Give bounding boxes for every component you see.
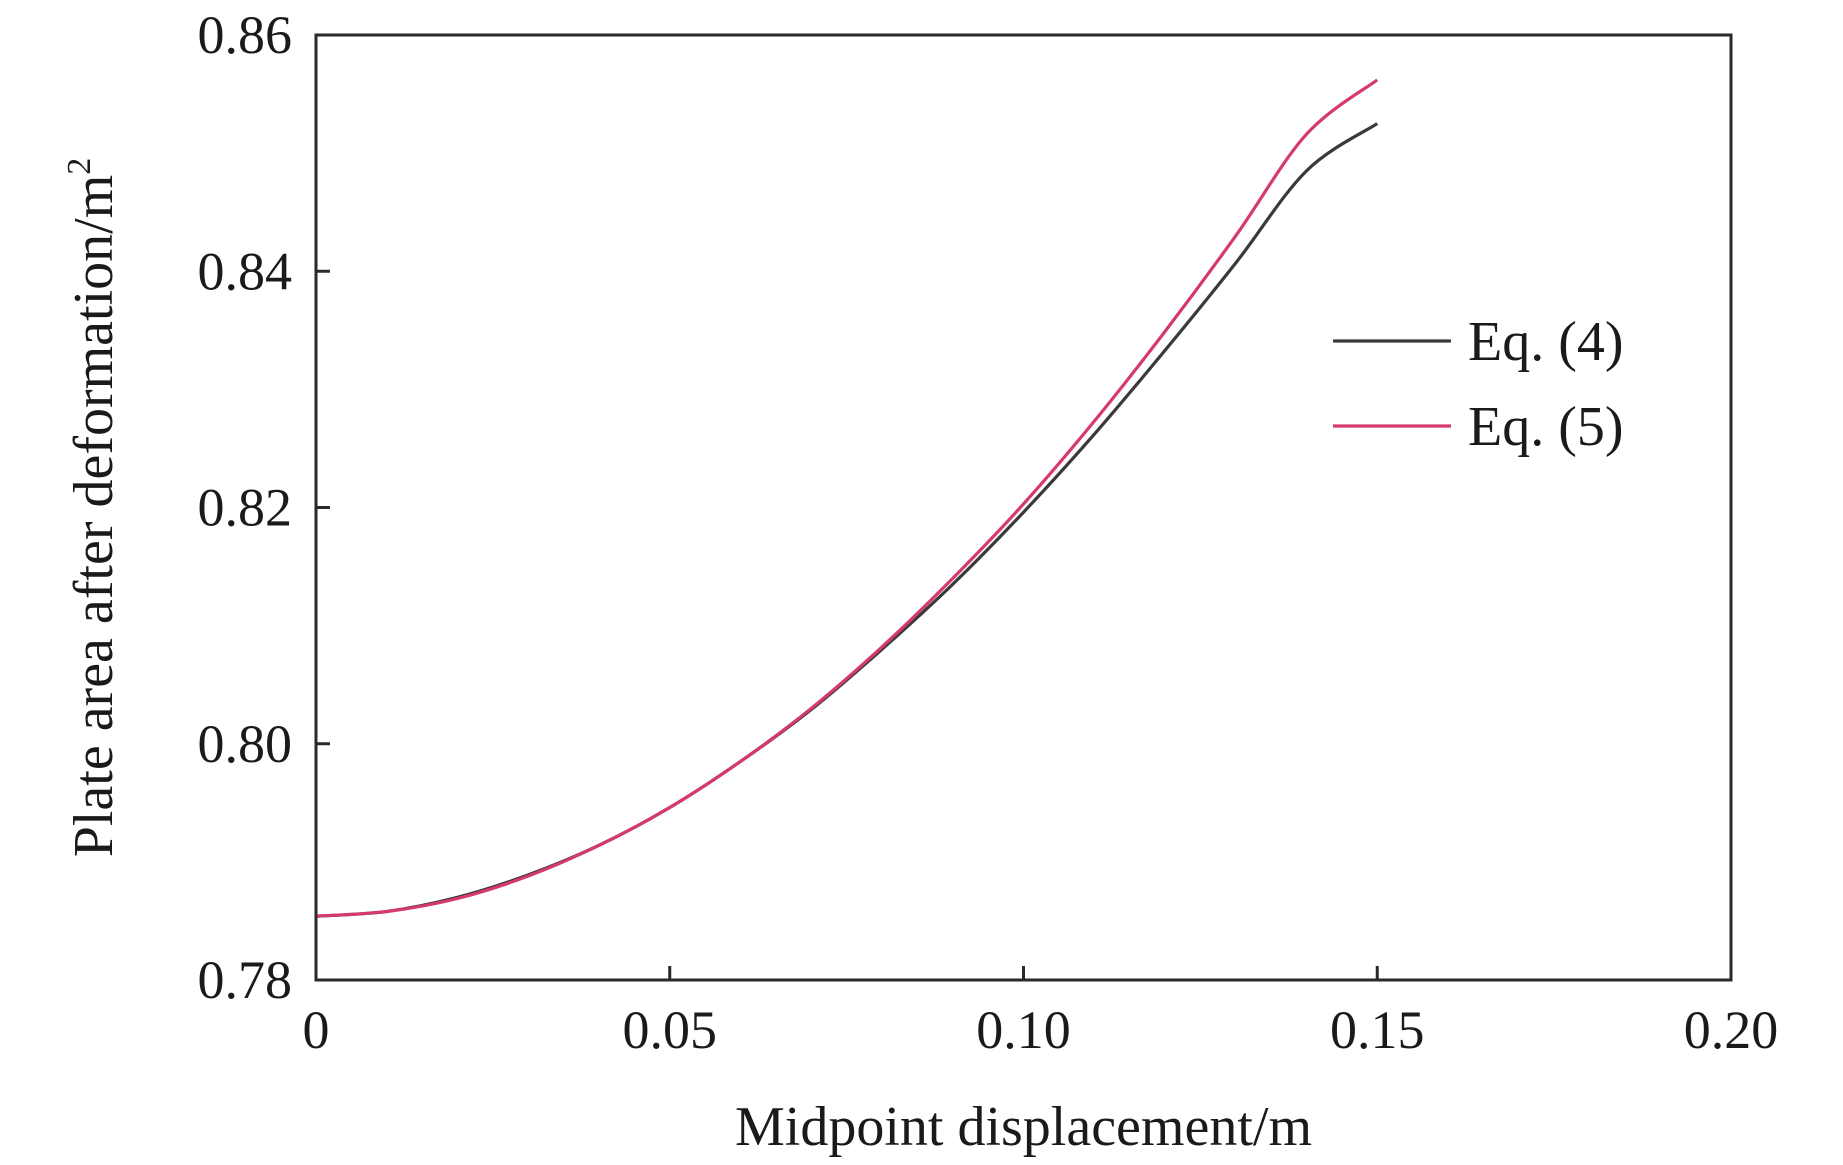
- y-tick-label: 0.80: [198, 714, 293, 774]
- legend-label: Eq. (5): [1468, 396, 1624, 458]
- legend: Eq. (4) Eq. (5): [1333, 311, 1624, 458]
- y-axis-title: Plate area after deformation/m2: [61, 158, 125, 858]
- y-tick-label: 0.78: [198, 950, 293, 1010]
- y-axis-title-text: Plate area after deformation/m: [63, 175, 125, 858]
- x-tick-label: 0: [303, 1000, 330, 1060]
- x-tick-label: 0.20: [1684, 1000, 1779, 1060]
- x-axis: 0 0.05 0.10 0.15 0.20: [303, 966, 1779, 1060]
- svg-text:Plate area after deformation/m: Plate area after deformation/m2: [61, 158, 125, 858]
- y-tick-label: 0.82: [198, 478, 293, 538]
- x-tick-label: 0.15: [1330, 1000, 1425, 1060]
- y-axis: 0.78 0.80 0.82 0.84 0.86: [198, 5, 330, 1010]
- series-layer: [315, 78, 1379, 918]
- legend-label: Eq. (4): [1468, 311, 1624, 373]
- y-axis-title-superscript: 2: [61, 158, 98, 175]
- series-line-1: [315, 122, 1379, 918]
- x-tick-label: 0.10: [976, 1000, 1071, 1060]
- series-line-2: [315, 78, 1379, 918]
- y-tick-label: 0.84: [198, 241, 293, 301]
- y-tick-label: 0.86: [198, 5, 293, 65]
- x-axis-title: Midpoint displacement/m: [735, 1096, 1312, 1158]
- plot-frame: [314, 33, 1733, 982]
- x-tick-label: 0.05: [623, 1000, 718, 1060]
